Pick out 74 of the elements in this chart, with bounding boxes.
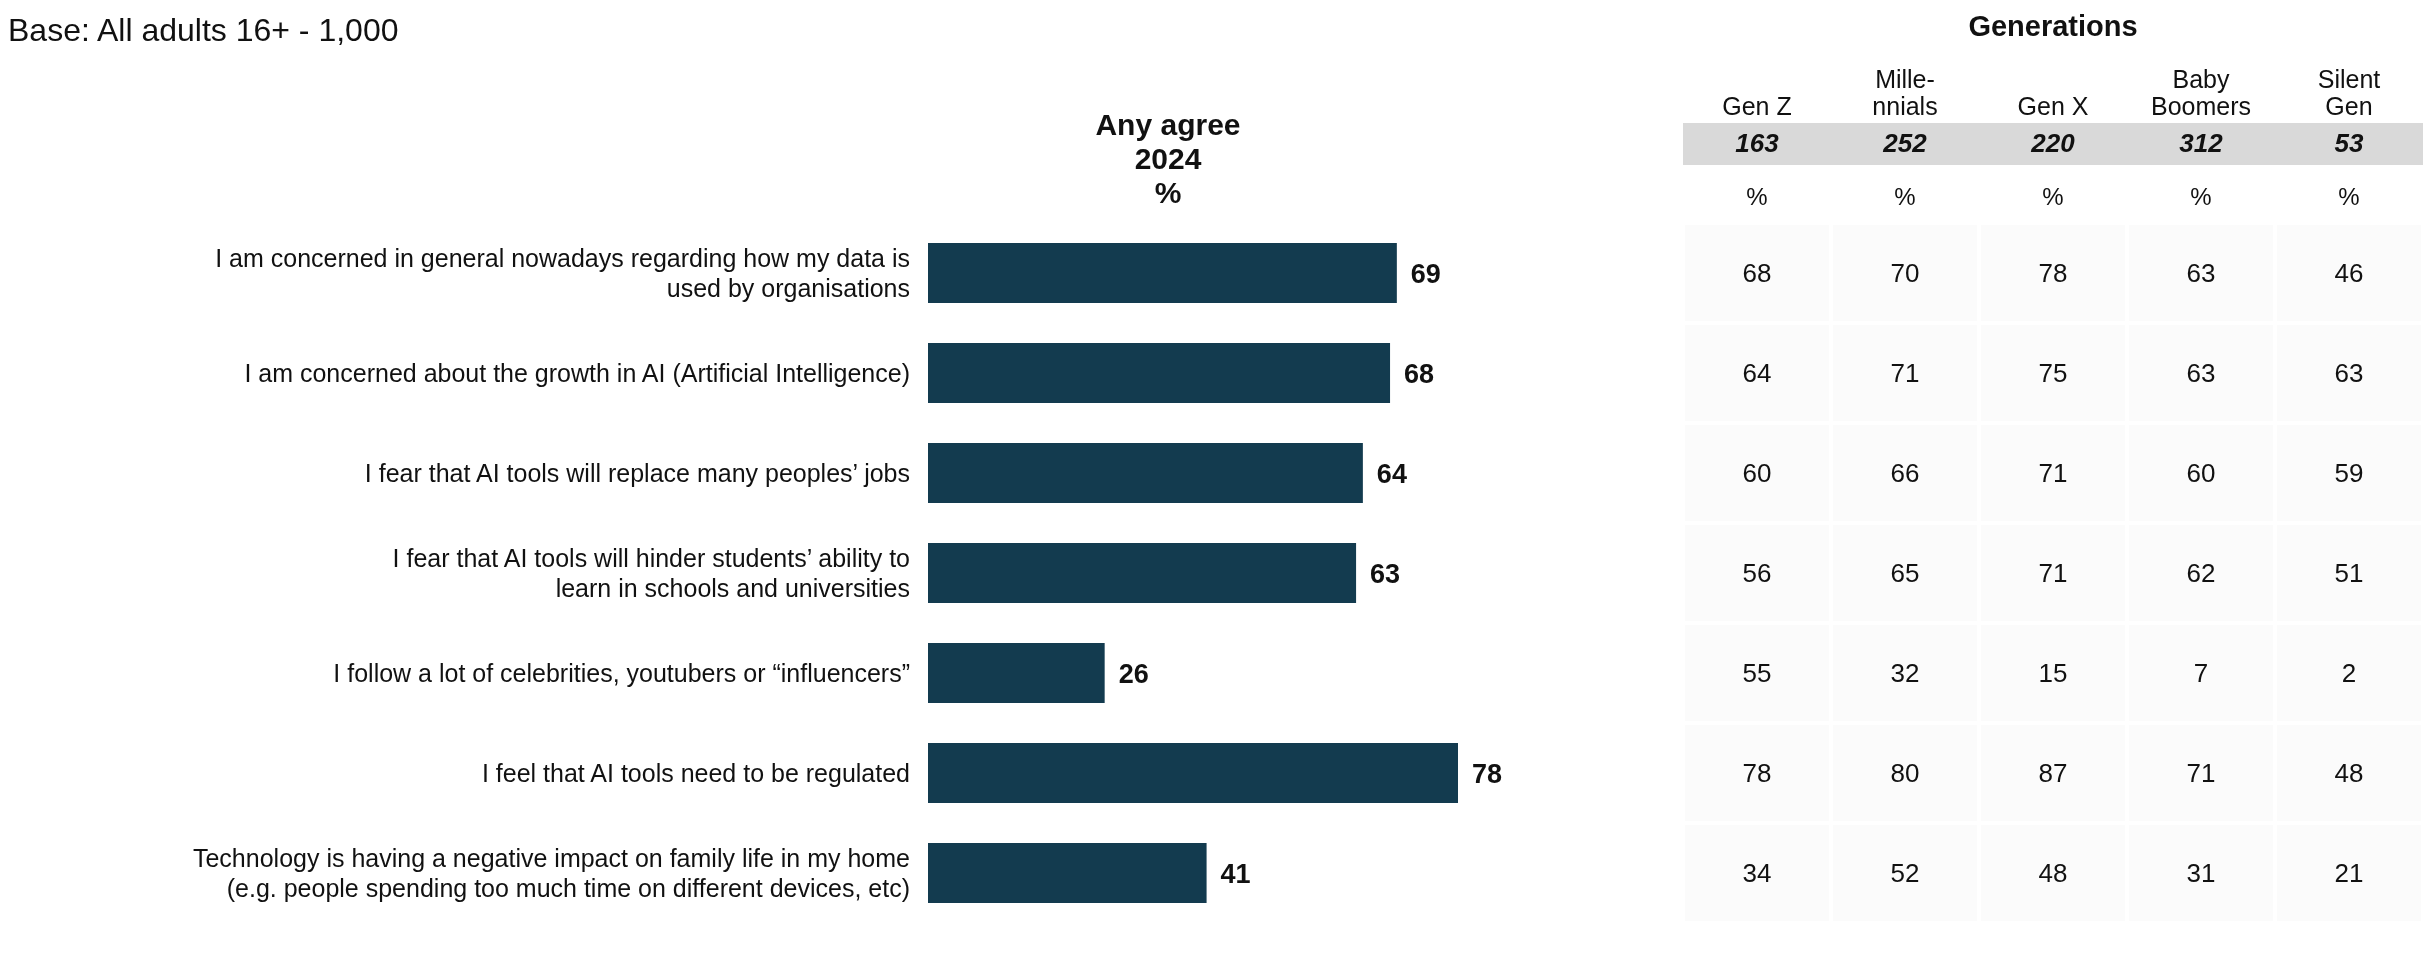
data-label: 68 — [1742, 258, 1772, 288]
data-label: 69 — [1410, 258, 1441, 289]
data-label: 55 — [1742, 658, 1772, 688]
data-label: 60 — [2186, 458, 2216, 488]
text: 53 — [2333, 128, 2365, 159]
x-tick-label: Gen X — [2016, 91, 2090, 120]
data-label: 63 — [2186, 258, 2216, 288]
data-label: 31 — [2186, 858, 2216, 888]
data-label: 26 — [1118, 658, 1149, 689]
data-label: 48 — [2334, 758, 2364, 788]
data-label: 71 — [2186, 758, 2216, 788]
y-tick-label: I am concerned in general nowadays regarding how my data is used by organisations — [215, 244, 910, 302]
bar — [928, 643, 1105, 703]
text: % — [2041, 183, 2065, 211]
data-label: 78 — [2038, 258, 2068, 288]
text: 312 — [2178, 128, 2224, 159]
data-label: 7 — [2193, 658, 2209, 688]
data-label: 32 — [1890, 658, 1920, 688]
data-label: 21 — [2334, 858, 2364, 888]
y-tick-label: I follow a lot of celebrities, youtubers or “influencers” — [333, 659, 910, 687]
x-tick-label: Gen Z — [1721, 91, 1793, 120]
bar — [928, 543, 1357, 603]
y-tick-label: I fear that AI tools will replace many peoples’ jobs — [364, 459, 910, 487]
bar — [928, 743, 1458, 803]
data-label: 52 — [1890, 858, 1920, 888]
data-label: 56 — [1742, 558, 1772, 588]
text: % — [1893, 183, 1917, 211]
x-tick-label: Baby Boomers — [2149, 64, 2252, 120]
data-label: 60 — [1742, 458, 1772, 488]
bar — [928, 243, 1397, 303]
data-label: 71 — [1890, 358, 1920, 388]
data-label: 64 — [1376, 458, 1407, 489]
text: 163 — [1734, 128, 1780, 159]
data-label: 66 — [1890, 458, 1920, 488]
data-label: 48 — [2038, 858, 2068, 888]
data-label: 80 — [1890, 758, 1920, 788]
y-tick-label: Technology is having a negative impact on family life in my home (e.g. people spending too much time on different devices, etc) — [192, 844, 910, 902]
text: 220 — [2030, 128, 2076, 159]
text: 252 — [1882, 128, 1928, 159]
data-label: 15 — [2038, 658, 2068, 688]
data-label: 68 — [1404, 358, 1435, 389]
data-label: 34 — [1742, 858, 1772, 888]
data-label: 2 — [2341, 658, 2357, 688]
data-label: 46 — [2334, 258, 2364, 288]
data-label: 63 — [2334, 358, 2364, 388]
data-label: 62 — [2186, 558, 2216, 588]
bar — [928, 443, 1363, 503]
data-label: 65 — [1890, 558, 1920, 588]
data-label: 51 — [2334, 558, 2364, 588]
text: % — [2189, 183, 2213, 211]
text: % — [2337, 183, 2361, 211]
data-label: 41 — [1220, 858, 1251, 889]
chart-title: Any agree 2024 % — [1094, 108, 1242, 210]
data-label: 63 — [2186, 358, 2216, 388]
x-tick-label: Silent Gen — [2316, 64, 2382, 120]
text: Base: All adults 16+ - 1,000 — [8, 12, 399, 49]
text: % — [1745, 183, 1769, 211]
y-tick-label: I am concerned about the growth in AI (Artificial Intelligence) — [244, 359, 910, 387]
chart-title: Generations — [1967, 10, 2139, 43]
data-label: 87 — [2038, 758, 2068, 788]
data-label: 78 — [1742, 758, 1772, 788]
data-label: 63 — [1370, 558, 1401, 589]
x-tick-label: Mille- nnials — [1871, 64, 1939, 120]
data-label: 71 — [2038, 458, 2068, 488]
data-label: 59 — [2334, 458, 2364, 488]
bar — [928, 343, 1391, 403]
data-label: 75 — [2038, 358, 2068, 388]
bar — [928, 843, 1207, 903]
y-tick-label: I feel that AI tools need to be regulated — [481, 759, 910, 787]
data-label: 64 — [1742, 358, 1772, 388]
data-label: 71 — [2038, 558, 2068, 588]
data-label: 78 — [1472, 758, 1503, 789]
y-tick-label: I fear that AI tools will hinder students’ ability to learn in schools and universities — [392, 544, 910, 602]
data-label: 70 — [1890, 258, 1920, 288]
